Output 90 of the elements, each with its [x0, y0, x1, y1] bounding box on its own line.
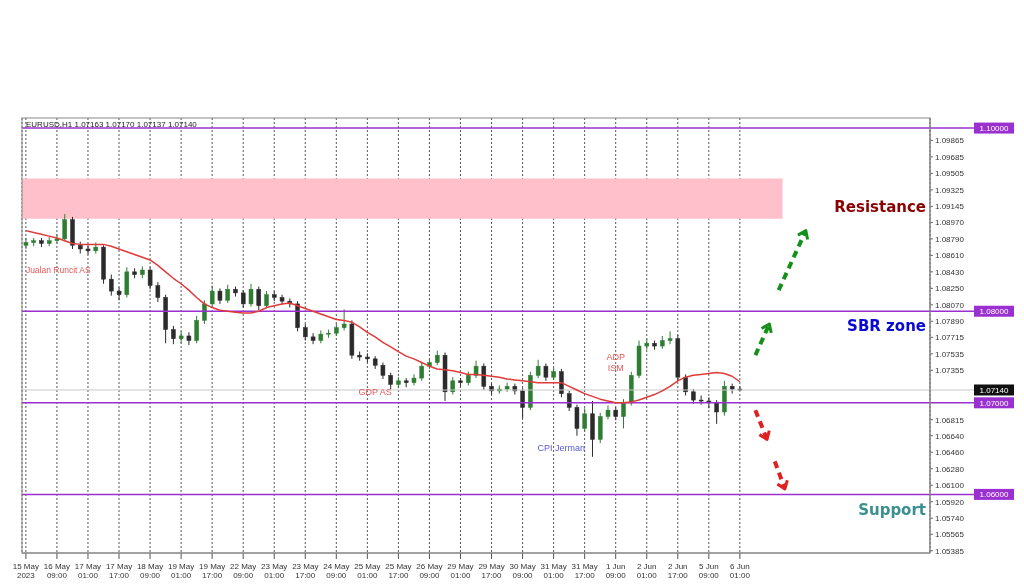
annotation: CPI Jerman [537, 442, 586, 453]
annotation: ADP ISM [606, 351, 625, 374]
y-tick-label: 1.09685 [935, 152, 965, 162]
candlestick [582, 407, 587, 432]
y-tick-label: 1.05385 [935, 546, 965, 556]
y-tick-label: 1.08430 [935, 267, 965, 277]
y-tick-label: 1.08250 [935, 284, 965, 294]
annotation: GDP AS [358, 386, 392, 397]
candlestick [714, 399, 719, 425]
y-tick-label: 1.05565 [935, 530, 965, 540]
candlestick [698, 394, 704, 406]
x-tick-label: 17 May 17:00 [105, 562, 133, 580]
candlestick [109, 274, 114, 297]
y-tick-label: 1.08610 [935, 251, 965, 261]
x-tick-label: 31 May 17:00 [571, 562, 598, 580]
y-tick-label: 1.08970 [935, 218, 965, 228]
ref-line-label: 1.07140 [979, 385, 1010, 395]
annotation: SBR zone [847, 317, 926, 336]
annotation: Resistance [834, 197, 926, 216]
y-tick-label: 1.09145 [935, 202, 965, 212]
annotation: Support [858, 500, 926, 519]
candlestick [667, 330, 673, 345]
candlestick [124, 266, 130, 298]
candlestick [481, 362, 487, 391]
y-tick-label: 1.06460 [935, 448, 965, 458]
ref-line-label: 1.10000 [979, 124, 1010, 134]
ref-line-label: 1.08000 [979, 307, 1010, 317]
candlestick [186, 331, 192, 346]
x-tick-label: 2 Jun 01:00 [636, 562, 658, 580]
x-tick-label: 25 May 17:00 [385, 562, 412, 580]
y-tick-label: 1.07715 [935, 333, 965, 343]
candlestick [419, 362, 424, 382]
candlestick [116, 286, 122, 301]
x-tick-label: 30 May 09:00 [509, 562, 536, 580]
candlestick [535, 359, 541, 379]
x-tick-label: 17 May 01:00 [74, 562, 102, 580]
candlestick [23, 237, 29, 250]
x-tick-label: 1 Jun 09:00 [605, 562, 627, 580]
x-tick-label: 29 May 17:00 [478, 562, 505, 580]
candlestick [621, 398, 626, 429]
y-tick-label: 1.06640 [935, 431, 965, 441]
y-tick-label: 1.06100 [935, 481, 965, 491]
candlestick [225, 284, 230, 304]
annotation: Jualan Runcit AS [25, 265, 91, 276]
x-tick-label: 18 May 09:00 [136, 562, 164, 580]
x-tick-label: 15 May 2023 [12, 562, 39, 580]
y-tick-label: 1.08790 [935, 234, 965, 244]
x-tick-label: 5 Jun 09:00 [698, 562, 720, 580]
y-tick-label: 1.06280 [935, 464, 965, 474]
candlestick [155, 281, 161, 303]
candlestick [85, 244, 91, 255]
y-tick-label: 1.05740 [935, 514, 965, 524]
x-tick-label: 23 May 01:00 [261, 562, 288, 580]
candlestick [209, 285, 215, 309]
y-tick-label: 1.07890 [935, 317, 965, 327]
y-tick-label: 1.09505 [935, 169, 965, 179]
y-tick-label: 1.07535 [935, 349, 965, 359]
candlestick [248, 283, 254, 308]
candlestick [256, 286, 262, 311]
x-tick-label: 23 May 17:00 [292, 562, 319, 580]
y-tick-label: 1.05920 [935, 497, 965, 507]
x-tick-label: 6 Jun 01:00 [729, 562, 751, 580]
x-tick-label: 19 May 01:00 [167, 562, 195, 580]
x-tick-label: 22 May 09:00 [230, 562, 257, 580]
annotation: EURUSD,H1 1.07163 1.07170 1.07137 1.07140 [26, 120, 198, 129]
y-tick-label: 1.06815 [935, 415, 965, 425]
x-tick-label: 24 May 09:00 [323, 562, 350, 580]
x-tick-label: 16 May 09:00 [43, 562, 71, 580]
ref-line-label: 1.07000 [979, 398, 1010, 408]
x-tick-label: 19 May 17:00 [199, 562, 226, 580]
y-tick-label: 1.07355 [935, 366, 965, 376]
candlestick [310, 332, 316, 345]
ref-line-label: 1.06000 [979, 490, 1010, 500]
candlestick [171, 325, 176, 345]
y-tick-label: 1.09325 [935, 185, 965, 195]
candlestick [574, 404, 580, 437]
candlestick [62, 213, 67, 242]
x-tick-label: 25 May 01:00 [354, 562, 381, 580]
candlestick [411, 373, 417, 386]
candlestick [194, 315, 199, 344]
x-tick-label: 29 May 01:00 [447, 562, 474, 580]
x-tick-label: 31 May 01:00 [540, 562, 567, 580]
y-tick-label: 1.08070 [935, 300, 965, 310]
candlestick [597, 412, 603, 444]
candlestick [147, 266, 153, 290]
x-tick-label: 2 Jun 17:00 [667, 562, 689, 580]
x-tick-label: 26 May 09:00 [416, 562, 443, 580]
candlestick [341, 308, 347, 331]
candlestick [54, 233, 60, 244]
y-tick-label: 1.09865 [935, 136, 965, 146]
